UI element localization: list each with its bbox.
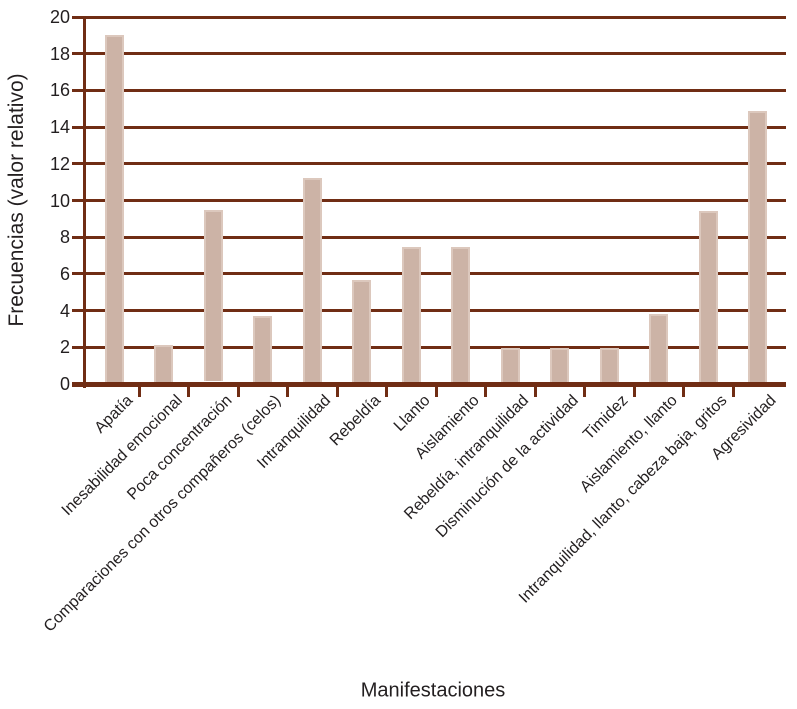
y-gridline — [72, 125, 786, 129]
bar-12 — [649, 314, 669, 384]
x-tick-mark — [533, 387, 537, 397]
x-tick-mark — [484, 387, 487, 397]
y-gridline — [72, 309, 786, 313]
y-tick-label: 20 — [49, 7, 70, 27]
y-tick-label: 16 — [49, 80, 70, 101]
x-tick-mark — [236, 387, 240, 397]
x-tick-mark — [187, 387, 190, 397]
y-gridline — [72, 235, 786, 239]
bar-4 — [253, 316, 273, 384]
y-tick-label: 4 — [59, 300, 70, 321]
y-tick-label: 12 — [49, 153, 70, 174]
y-tick-label: 18 — [49, 43, 70, 64]
x-tick-mark — [434, 387, 438, 397]
y-tick-label: 10 — [49, 190, 70, 211]
y-axis-line — [83, 16, 86, 388]
y-gridline — [72, 88, 786, 92]
bar-10 — [550, 348, 570, 384]
x-category-label: Apatía — [91, 392, 137, 437]
x-tick-mark — [632, 387, 636, 397]
y-gridline — [72, 345, 786, 349]
y-tick-label: 6 — [59, 263, 70, 284]
y-gridline — [72, 15, 786, 19]
x-tick-mark — [682, 387, 685, 397]
bar-3 — [203, 209, 223, 382]
y-gridline — [72, 272, 786, 276]
bar-9 — [500, 348, 520, 384]
x-category-label: Comparaciones con otros compañeros (celo… — [41, 392, 285, 636]
x-category-label: Rebeldía — [326, 392, 384, 450]
x-tick-mark — [385, 387, 388, 397]
bar-2 — [154, 345, 174, 384]
bar-13 — [698, 210, 718, 384]
x-tick-mark — [583, 387, 586, 397]
x-axis-line — [72, 382, 786, 387]
bar-6 — [352, 280, 372, 384]
y-gridline — [72, 199, 786, 202]
bar-1 — [104, 35, 124, 384]
y-tick-label: 0 — [59, 374, 70, 394]
y-tick-label: 2 — [59, 337, 70, 358]
x-tick-mark — [731, 387, 735, 397]
x-category-label: Llanto — [390, 392, 434, 435]
y-tick-label: 14 — [49, 117, 70, 138]
x-tick-mark — [286, 387, 289, 397]
x-axis-title: Manifestaciones — [360, 679, 506, 702]
x-tick-mark — [137, 387, 141, 397]
bar-5 — [302, 178, 322, 384]
bar-8 — [451, 247, 471, 384]
bar-7 — [401, 247, 421, 384]
bar-14 — [748, 110, 768, 384]
y-tick-label: 8 — [59, 227, 70, 248]
bar-11 — [599, 348, 619, 384]
y-gridline — [72, 162, 786, 166]
y-gridline — [72, 52, 786, 56]
x-tick-mark — [335, 387, 339, 397]
